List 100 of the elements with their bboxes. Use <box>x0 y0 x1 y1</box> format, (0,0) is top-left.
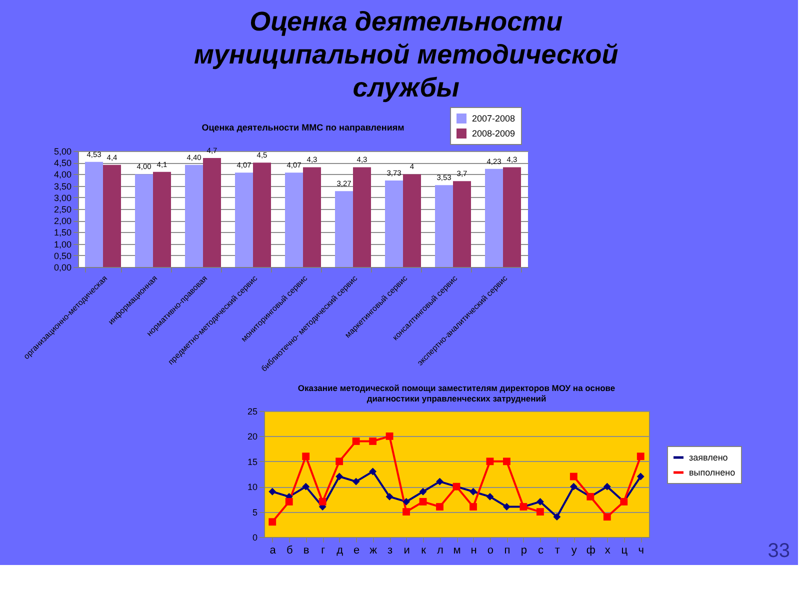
point <box>570 472 578 480</box>
point <box>302 482 310 490</box>
bar <box>103 164 121 267</box>
point <box>636 472 644 480</box>
bar <box>203 158 221 267</box>
point <box>402 498 410 506</box>
x-tick-label: з <box>388 544 393 556</box>
text: Оценка деятельности муниципальной методической службы <box>194 6 619 102</box>
y-tick-label: 0,00 <box>54 262 72 272</box>
point <box>386 492 394 500</box>
point <box>503 503 510 510</box>
bar <box>303 167 321 267</box>
chart-title: Оказание методической помощи заместителям директоров МОУ на основе диагностики управленческих затруднений <box>298 383 616 404</box>
point <box>318 498 326 506</box>
y-tick-label: 2,50 <box>54 204 72 214</box>
point <box>402 508 410 516</box>
x-tick-label: у <box>571 544 578 556</box>
y-tick-label: 15 <box>247 456 258 467</box>
x-tick-label: д <box>336 544 344 556</box>
bar <box>503 167 521 267</box>
bar <box>485 168 503 267</box>
x-tick-label: н <box>470 544 477 556</box>
y-tick-label: 4,00 <box>54 170 72 180</box>
y-tick-label: 3,00 <box>54 192 72 203</box>
chart-title: Оценка деятельности ММС по направлениям <box>202 122 405 132</box>
x-tick-label: о <box>487 544 494 556</box>
y-tick-label: 5,00 <box>54 146 72 156</box>
point <box>352 478 360 486</box>
x-tick-label: а <box>270 544 277 556</box>
y-tick-label: 3,50 <box>54 181 72 192</box>
point <box>436 503 444 510</box>
point <box>369 438 377 445</box>
bar <box>253 162 271 267</box>
legend-label: 2007-2008 <box>472 114 516 124</box>
point <box>470 503 477 510</box>
point <box>536 508 544 516</box>
legend-label: заявлено <box>689 452 728 462</box>
point <box>369 468 377 476</box>
x-tick-label: б <box>286 544 293 556</box>
x-tick-label: х <box>604 544 611 556</box>
legend-label: 2008-2009 <box>472 128 516 138</box>
y-tick-label: 20 <box>247 432 258 442</box>
point <box>486 492 494 500</box>
x-tick-label: т <box>554 544 560 556</box>
bar <box>85 162 103 267</box>
y-tick-label: 5 <box>252 507 258 518</box>
bar <box>353 167 371 267</box>
point <box>268 488 276 496</box>
y-tick-label: 10 <box>247 482 258 492</box>
y-tick-label: 0,50 <box>54 250 72 261</box>
point <box>553 513 561 521</box>
point <box>486 458 494 466</box>
point <box>268 518 276 526</box>
point <box>386 432 394 440</box>
point <box>419 488 427 496</box>
x-tick-label: ж <box>370 544 378 556</box>
x-tick-label: и <box>404 544 410 556</box>
point <box>336 472 344 480</box>
point <box>336 458 344 466</box>
bar <box>235 172 253 267</box>
y-tick-label: 0 <box>252 532 258 542</box>
bar <box>153 172 171 267</box>
x-tick-label: ф <box>586 544 596 556</box>
point <box>636 452 644 460</box>
point <box>419 498 427 506</box>
point <box>302 452 310 460</box>
x-tick-label: в <box>303 544 310 556</box>
legend-label: выполнено <box>689 468 736 478</box>
bar <box>285 172 303 267</box>
x-tick-label: к <box>421 544 426 556</box>
x-tick-label: п <box>504 544 510 556</box>
point <box>603 482 611 490</box>
point <box>436 478 444 486</box>
x-tick-label: ч <box>638 544 644 556</box>
bar <box>335 191 353 267</box>
x-tick-label: ц <box>621 544 628 556</box>
y-tick-label: 2,00 <box>54 216 72 226</box>
point <box>503 458 510 466</box>
x-tick-label: е <box>354 544 360 556</box>
point <box>570 482 578 490</box>
point <box>603 513 611 521</box>
point <box>285 498 293 506</box>
x-tick-label: м <box>453 544 461 556</box>
y-tick-label: 25 <box>247 406 258 416</box>
bar <box>185 164 203 267</box>
y-tick-label: 4,50 <box>54 158 72 168</box>
bar <box>453 181 471 267</box>
point <box>352 438 360 445</box>
text: 33 <box>768 540 790 562</box>
point <box>470 488 477 496</box>
x-tick-label: л <box>437 544 444 556</box>
bar <box>385 180 403 267</box>
point <box>536 498 544 506</box>
bar <box>135 174 153 267</box>
x-tick-label: г <box>321 544 326 556</box>
bar <box>435 185 453 267</box>
x-tick-label: с <box>538 544 544 556</box>
x-tick-label: р <box>520 544 528 556</box>
y-tick-label: 1,50 <box>54 228 72 238</box>
bar <box>403 174 421 267</box>
